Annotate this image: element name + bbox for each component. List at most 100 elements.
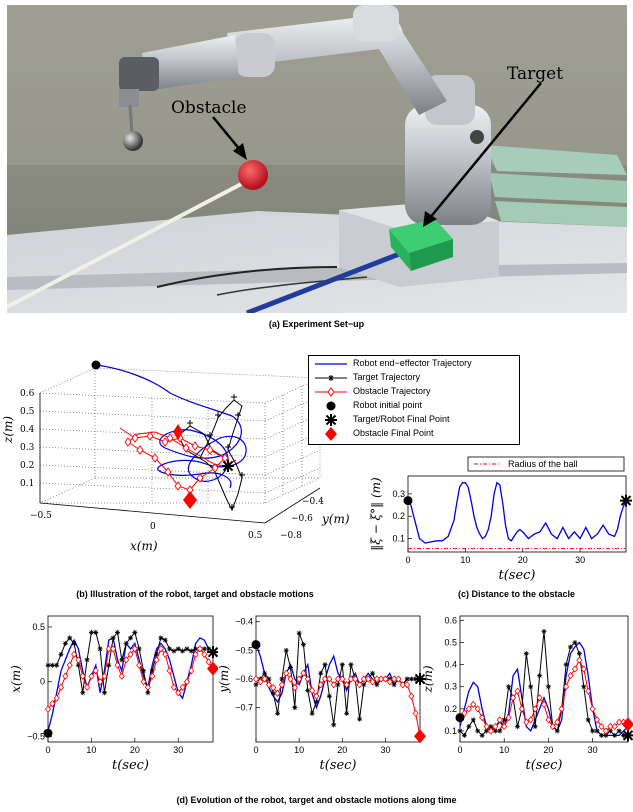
obstacle-point xyxy=(322,675,329,683)
x-tick-label: 20 xyxy=(337,745,347,755)
target-point xyxy=(279,676,285,682)
target-point xyxy=(488,724,494,730)
obstacle-point xyxy=(496,716,503,724)
target-point xyxy=(344,710,350,716)
x-axis-label: x(m) xyxy=(130,539,158,553)
target-final-point-3d xyxy=(222,460,234,472)
target-point xyxy=(374,682,380,688)
obstacle-point xyxy=(343,681,350,689)
foam-panel xyxy=(495,201,627,227)
caption-a: (a) Experiment Set−up xyxy=(268,319,365,329)
obstacle-point xyxy=(157,645,164,653)
target-point xyxy=(114,629,120,635)
y-tick-label: 0.1 xyxy=(444,726,457,736)
obstacle-point xyxy=(602,727,609,735)
marker-final-point xyxy=(620,494,632,507)
chart-z-time: 0 10 20 30 0.6 0.5 0.4 0.3 0.2 0.1 t(sec) z(m) xyxy=(420,604,633,789)
obstacle-label: Obstacle xyxy=(171,98,247,118)
obstacle-start-3d xyxy=(173,424,183,440)
obstacle-point xyxy=(365,675,372,683)
target-point xyxy=(54,662,60,668)
obstacle-point xyxy=(62,672,69,680)
target-point xyxy=(585,717,591,723)
obstacle-arrow xyxy=(212,116,242,152)
robot-elbow xyxy=(235,33,275,77)
obstacle-point xyxy=(571,665,578,673)
obstacle-point xyxy=(514,687,521,695)
obstacle-point xyxy=(92,667,99,675)
foam-panel xyxy=(485,145,627,175)
obstacle-point xyxy=(465,705,472,713)
target-point xyxy=(598,732,604,738)
target-point xyxy=(62,640,68,646)
obstacle-point xyxy=(79,672,86,680)
obstacle-point xyxy=(166,667,173,675)
y-tick-label: 0.5 xyxy=(444,638,457,648)
target-point xyxy=(75,662,81,668)
target-point xyxy=(404,676,410,682)
obstacle-point xyxy=(84,683,91,691)
caption-d: (d) Evolution of the robot, target and o… xyxy=(176,795,457,805)
obstacle-point xyxy=(501,722,508,731)
x-tick-label: 20 xyxy=(130,745,140,755)
cable xyxy=(156,266,338,288)
x-tick-label: 10 xyxy=(460,555,470,565)
foam-panel xyxy=(489,173,627,203)
target-point xyxy=(128,635,133,641)
obstacle-point xyxy=(576,656,583,664)
y-axis-label: y(m) xyxy=(321,512,350,526)
legend-label: Obstacle Trajectory xyxy=(353,386,431,396)
target-point xyxy=(470,717,476,723)
obstacle-point xyxy=(567,672,574,680)
target-point xyxy=(167,646,173,652)
x-axis-label: t(sec) xyxy=(112,758,149,773)
target-point xyxy=(149,668,155,674)
obstacle-point xyxy=(373,675,380,683)
target-point xyxy=(479,732,485,738)
obstacle-ball xyxy=(238,160,268,190)
target-point xyxy=(106,662,112,668)
obstacle-point xyxy=(487,727,494,735)
y-tick-label: −0.7 xyxy=(235,703,253,713)
obstacle-point xyxy=(549,722,556,731)
table xyxy=(7,211,627,313)
obstacle-point xyxy=(607,722,614,731)
target-point xyxy=(528,684,534,690)
target-point xyxy=(501,717,507,723)
obstacle-point xyxy=(170,683,177,691)
chart-distance: 0 10 20 30 0.1 0.2 0.3 t(sec) ‖ξ − ξ°‖ (m) Radius… xyxy=(368,456,633,583)
y-tick-label: 0.5 xyxy=(32,622,45,632)
target-point xyxy=(461,732,467,738)
target-point xyxy=(331,722,337,728)
target-point xyxy=(296,630,302,636)
x-tick-label: 20 xyxy=(518,555,528,565)
target-point xyxy=(537,673,543,679)
target-point xyxy=(532,724,538,730)
target-point xyxy=(171,648,177,654)
obstacle-point xyxy=(123,656,130,664)
obstacle-point xyxy=(313,692,320,700)
obstacle-point xyxy=(518,705,525,713)
target-cube xyxy=(389,219,453,253)
marker-final-point xyxy=(207,646,219,659)
obstacle-point xyxy=(479,714,486,722)
target-point xyxy=(554,728,560,734)
target-point xyxy=(123,640,129,646)
target-point xyxy=(288,665,294,671)
target-point xyxy=(49,662,55,668)
obstacle-point xyxy=(144,683,151,691)
x-axis-label: t(sec) xyxy=(498,568,535,581)
x-tick: 0 xyxy=(150,522,156,532)
obstacle-point xyxy=(545,716,552,724)
z-tick: 0.6 xyxy=(20,389,35,399)
obstacle-point xyxy=(611,722,618,731)
target-point xyxy=(339,662,345,668)
obstacle-point xyxy=(330,681,337,689)
obstacle-point xyxy=(110,645,117,653)
obstacle-point xyxy=(188,667,195,675)
obstacle-point xyxy=(317,681,324,689)
target-point xyxy=(607,728,613,734)
y-tick: −0.8 xyxy=(280,531,302,541)
robot-column xyxy=(405,105,491,225)
marker-initial-point xyxy=(43,728,53,738)
